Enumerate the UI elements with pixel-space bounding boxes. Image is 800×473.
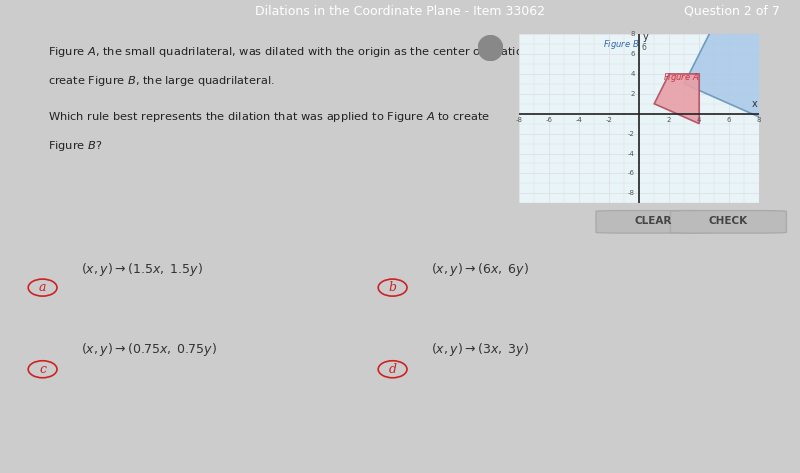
Text: CLEAR: CLEAR [635, 216, 672, 226]
FancyBboxPatch shape [596, 210, 712, 233]
Text: Figure $A$: Figure $A$ [663, 71, 699, 84]
Text: 2: 2 [630, 91, 634, 97]
Text: ◄)): ◄)) [482, 43, 498, 53]
Text: 2: 2 [667, 117, 671, 123]
Text: Figure $B$?: Figure $B$? [48, 139, 102, 153]
Text: -4: -4 [576, 117, 582, 123]
Polygon shape [684, 0, 800, 144]
Text: x: x [752, 99, 758, 109]
Text: Which rule best represents the dilation that was applied to Figure $A$ to create: Which rule best represents the dilation … [48, 110, 490, 124]
Text: CHECK: CHECK [709, 216, 747, 226]
Text: d: d [389, 363, 397, 376]
Text: $(x, y) \rightarrow (6x,\ 6y)$: $(x, y) \rightarrow (6x,\ 6y)$ [430, 261, 529, 278]
Text: Question 2 of 7: Question 2 of 7 [684, 5, 780, 18]
Text: create Figure $B$, the large quadrilateral.: create Figure $B$, the large quadrilater… [48, 74, 274, 88]
Circle shape [478, 35, 502, 61]
Text: Figure $A$, the small quadrilateral, was dilated with the origin as the center o: Figure $A$, the small quadrilateral, was… [48, 45, 546, 59]
Text: $(x, y) \rightarrow (3x,\ 3y)$: $(x, y) \rightarrow (3x,\ 3y)$ [430, 342, 529, 359]
Text: Dilations in the Coordinate Plane - Item 33062: Dilations in the Coordinate Plane - Item… [255, 5, 545, 18]
Text: a: a [39, 281, 46, 294]
Text: -8: -8 [516, 117, 522, 123]
Text: -6: -6 [628, 170, 634, 176]
Text: $(x, y) \rightarrow (1.5x,\ 1.5y)$: $(x, y) \rightarrow (1.5x,\ 1.5y)$ [81, 261, 202, 278]
Text: -8: -8 [628, 190, 634, 196]
Text: -2: -2 [628, 131, 634, 137]
Text: -4: -4 [628, 150, 634, 157]
Text: 4: 4 [697, 117, 702, 123]
Text: 6: 6 [727, 117, 731, 123]
Text: $(x, y) \rightarrow (0.75x,\ 0.75y)$: $(x, y) \rightarrow (0.75x,\ 0.75y)$ [81, 342, 217, 359]
Text: 8: 8 [630, 31, 634, 37]
FancyBboxPatch shape [670, 210, 786, 233]
Text: y: y [643, 32, 649, 42]
Text: b: b [389, 281, 397, 294]
Text: -6: -6 [546, 117, 553, 123]
Text: c: c [39, 363, 46, 376]
Text: 6: 6 [630, 51, 634, 57]
Text: 8: 8 [757, 117, 762, 123]
Polygon shape [654, 74, 699, 123]
Text: -2: -2 [606, 117, 613, 123]
Text: 4: 4 [630, 71, 634, 77]
Text: Figure $B$: Figure $B$ [603, 37, 639, 51]
Text: 6: 6 [642, 43, 646, 52]
